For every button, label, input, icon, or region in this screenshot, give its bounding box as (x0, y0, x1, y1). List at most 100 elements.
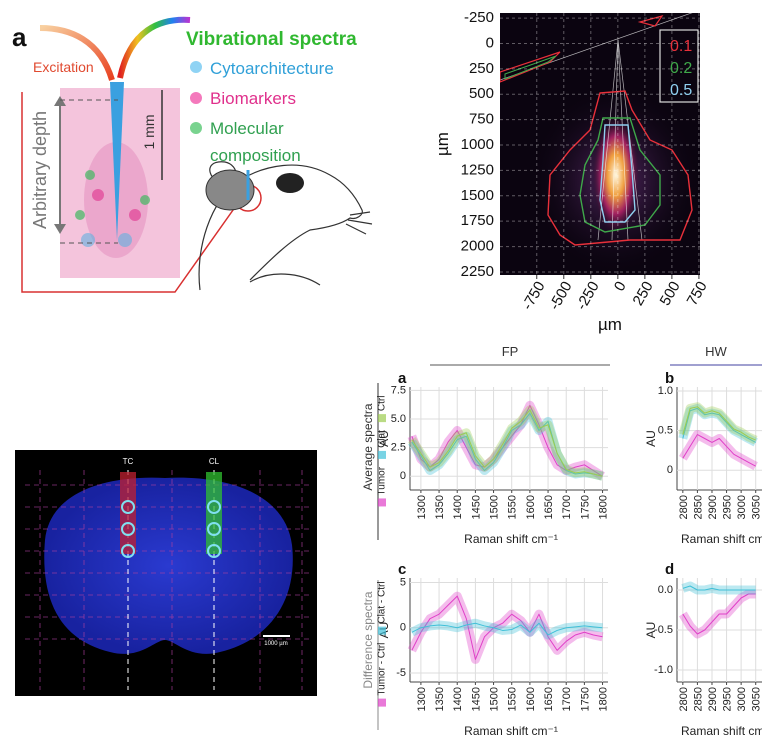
panel-label: a (12, 22, 27, 52)
x-axis-label: Raman shift cm⁻¹ (681, 724, 762, 738)
probe-label: CL (209, 457, 220, 466)
x-tick-label: 1550 (507, 687, 519, 711)
legend-label: Ctrl (377, 396, 388, 412)
legend-label: Clat (377, 430, 388, 448)
x-tick-label: 1300 (416, 495, 428, 519)
x-tick-label: 1350 (434, 687, 446, 711)
y-tick-label: 250 (469, 60, 494, 77)
spectra-label: Vibrational spectra (186, 29, 357, 50)
dot (75, 210, 85, 220)
x-tick-label: 2900 (707, 495, 719, 519)
x-tick-label: 1300 (416, 687, 428, 711)
series-line (682, 585, 756, 591)
legend-label: 0.1 (670, 38, 692, 55)
x-tick-label: 1750 (579, 687, 591, 711)
y-tick-label: 5.0 (391, 413, 406, 425)
y-axis-label: AU (377, 430, 391, 447)
x-tick-label: 750 (684, 278, 711, 308)
x-tick-label: 1800 (598, 495, 610, 519)
y-tick-label: 1500 (461, 187, 494, 204)
y-tick-label: 0.0 (658, 584, 673, 596)
legend-label: Tumor - Ctrl (377, 643, 388, 696)
row-label: Average spectra (361, 403, 375, 490)
x-tick-label: 1600 (525, 687, 537, 711)
y-tick-label: 0 (400, 470, 406, 482)
panel-label: b (665, 370, 674, 387)
series-line (411, 622, 603, 636)
spectra-beam (117, 16, 191, 79)
x-tick-label: 1800 (598, 687, 610, 711)
illustration: a Excitation Vibrational spectra Cytoarc… (12, 16, 373, 293)
probe-label: TC (123, 457, 134, 466)
x-tick-label: 1400 (452, 687, 464, 711)
x-tick-label: 250 (630, 278, 657, 308)
headcap (205, 169, 255, 211)
dot (85, 170, 95, 180)
x-tick-label: 0 (611, 278, 630, 294)
x-axis-label: Raman shift cm⁻¹ (464, 724, 558, 738)
y-tick-label: -1.0 (654, 664, 673, 676)
x-tick-label: 500 (657, 278, 684, 308)
scale-label: 1 mm (141, 115, 157, 150)
callout (21, 92, 239, 293)
density-map (500, 13, 700, 275)
dot (118, 233, 132, 247)
x-axis-label: Raman shift cm⁻¹ (464, 532, 558, 546)
y-tick-label: 750 (469, 111, 494, 128)
x-tick-label: 3050 (751, 495, 762, 519)
series-line (682, 407, 756, 443)
x-tick-label: 1600 (525, 495, 537, 519)
series-line (411, 404, 603, 477)
y-tick-label: 1000 (461, 136, 494, 153)
x-tick-label: -250 (573, 278, 603, 313)
x-tick-label: 1650 (543, 495, 555, 519)
y-tick-label: -250 (464, 9, 494, 26)
sites (121, 500, 221, 558)
panel-label: c (398, 561, 406, 578)
row-label: Difference spectra (361, 591, 375, 688)
y-tick-label: 0 (486, 34, 494, 51)
probe (110, 82, 124, 240)
x-tick-label: 1350 (434, 495, 446, 519)
legend-dot (190, 92, 202, 104)
contour (579, 117, 661, 233)
x-tick-label: 3050 (751, 687, 762, 711)
x-tick-label: 1400 (452, 495, 464, 519)
series-line (682, 406, 756, 441)
x-tick-label: 1700 (561, 687, 573, 711)
y-tick-label: -0.5 (654, 624, 673, 636)
y-tick-label: 2250 (461, 263, 494, 280)
item: Biomarkers (210, 89, 296, 108)
y-tick-label: 7.5 (391, 384, 406, 396)
scale-label: 1000 µm (264, 641, 287, 647)
x-tick-label: 1450 (470, 495, 482, 519)
x-tick-label: 2900 (707, 687, 719, 711)
y-axis-label: AU (644, 622, 658, 639)
grid (25, 470, 310, 690)
x-tick-label: 3000 (736, 495, 748, 519)
series-line (411, 595, 603, 660)
dot (92, 189, 104, 201)
legend-swatch (378, 626, 386, 635)
y-tick-label: 2000 (461, 238, 494, 255)
x-axis-label: µm (598, 315, 622, 334)
panel-label: d (665, 561, 674, 578)
y-tick-label: 5 (400, 576, 406, 588)
y-tick-label: 0.5 (658, 424, 673, 436)
contour (547, 90, 693, 246)
x-tick-label: 2950 (722, 495, 734, 519)
dot (140, 195, 150, 205)
x-tick-label: 2850 (692, 687, 704, 711)
x-tick-label: -500 (546, 278, 576, 313)
legend-label: Tumor (377, 466, 388, 495)
x-tick-label: 2850 (692, 495, 704, 519)
y-tick-label: 500 (469, 85, 494, 102)
header: HW (705, 344, 727, 359)
y-tick-label: 1.0 (658, 385, 673, 397)
x-tick-label: 2800 (678, 687, 690, 711)
depth-label: Arbitrary depth (30, 111, 50, 229)
series-line (411, 409, 603, 477)
x-tick-label: 1450 (470, 687, 482, 711)
series-line (682, 434, 756, 467)
